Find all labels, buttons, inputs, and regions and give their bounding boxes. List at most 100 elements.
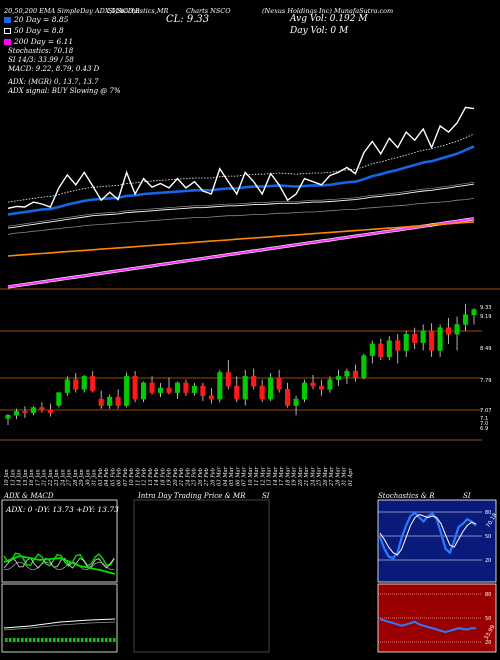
date-label: 18 Mar — [286, 466, 292, 486]
macd-histogram-bar — [5, 638, 8, 642]
stoch-d-line — [379, 513, 477, 556]
candle-bullish — [462, 314, 469, 325]
candle-bearish — [90, 376, 96, 391]
macd-signal-line — [3, 621, 116, 631]
candle-bullish — [361, 355, 367, 378]
day-volume: Day Vol: 0 M — [290, 26, 349, 36]
candle-bearish — [395, 340, 401, 351]
macd-histogram-bar — [41, 638, 44, 642]
intra-panel-si: SI — [262, 492, 270, 500]
stoch-k-line — [378, 511, 477, 560]
date-label: 27 Mar — [329, 466, 335, 487]
macd-histogram-bar — [89, 638, 92, 642]
date-label: 11 Mar — [254, 466, 260, 486]
stoch-panel-frame — [377, 499, 497, 583]
price-axis-label: 7.1 — [480, 416, 488, 422]
macd-histogram-bar — [65, 638, 68, 642]
date-label: 26 Feb — [198, 468, 204, 487]
macd-histogram-bar — [105, 638, 108, 642]
candle-bullish — [217, 372, 223, 400]
date-label: 03 Feb — [98, 468, 104, 486]
candle-bearish — [310, 382, 316, 387]
date-label: 11 Feb — [135, 468, 141, 486]
stoch-panel-title: Stochastics & R — [378, 492, 435, 500]
candle-bearish — [166, 387, 172, 393]
candle-bearish — [259, 385, 265, 400]
main-price-chart: 9.33 9.19 8.49 7.79 7.07 7.17.06.9 10 Jan 13 Ja… — [0, 106, 500, 487]
si-panel-frame — [377, 583, 497, 653]
date-label: 10 Feb — [129, 468, 135, 486]
chart-title-symbol: Charts NSCO — [186, 7, 231, 15]
candle-bearish — [73, 379, 79, 390]
si-readout: SI 14/3: 33.99 / 58 — [8, 56, 74, 64]
date-label: 24 Feb — [185, 468, 191, 487]
date-label: 25 Mar — [317, 466, 323, 487]
date-label: 24 Jan — [60, 469, 66, 487]
si-line — [379, 618, 476, 634]
candle-bearish — [225, 372, 231, 387]
candle-bullish — [437, 327, 443, 351]
candle-bullish — [420, 330, 426, 343]
candle-bearish — [22, 411, 28, 413]
candle-bullish — [141, 382, 147, 400]
macd-histogram-bar — [37, 638, 40, 642]
date-label: 31 Jan — [92, 469, 98, 486]
date-label: 27 Jan — [67, 469, 73, 487]
candle-bearish — [378, 343, 384, 358]
date-label: 06 Feb — [117, 468, 123, 486]
candle-bearish — [200, 385, 206, 397]
price-axis-label: 7.0 — [480, 421, 488, 427]
macd-line — [3, 618, 116, 629]
date-label: 26 Mar — [323, 466, 329, 487]
candle-bearish — [39, 407, 45, 411]
stochastics-readout: Stochastics: 70.18 — [8, 47, 74, 55]
macd-histogram-bar — [49, 638, 52, 642]
legend-swatch-ema20 — [4, 17, 11, 23]
macd-histogram-bar — [9, 638, 12, 642]
candle-bearish — [183, 382, 189, 393]
date-label: 21 Feb — [179, 468, 185, 487]
adx-signal-readout: ADX signal: BUY Slowing @ 7% — [8, 87, 121, 95]
date-label: 16 Jan — [29, 469, 35, 486]
date-label: 17 Mar — [279, 466, 285, 486]
date-label: 03 Mar — [217, 466, 223, 486]
adx-values: ADX: 0 -DY: 13.73 +DY: 13.73 — [6, 505, 119, 514]
candle-bearish — [285, 389, 291, 406]
price-axis-label: 7.07 — [480, 408, 492, 414]
date-label: 10 Mar — [248, 466, 254, 486]
candle-bullish — [124, 376, 130, 406]
candle-bullish — [157, 387, 164, 393]
macd-readout: MACD: 9.22, 8.79, 0.43 D — [8, 65, 100, 73]
macd-histogram-bar — [29, 638, 32, 642]
macd-histogram-bar — [93, 638, 96, 642]
macd-histogram-bar — [21, 638, 24, 642]
candle-bullish — [107, 396, 113, 406]
candle-bullish — [301, 382, 308, 400]
macd-histogram-bar — [101, 638, 104, 642]
candle-bearish — [276, 377, 282, 390]
candle-bearish — [149, 382, 155, 393]
candle-bullish — [56, 392, 62, 406]
legend-sma200: 200 Day = 6.11 — [4, 37, 73, 46]
candle-bullish — [293, 398, 299, 406]
macd-histogram-bar — [57, 638, 60, 642]
stoch-axis-label: 50 — [485, 534, 491, 540]
date-label: 10 Jan — [4, 469, 10, 486]
legend-label-ema50: 50 Day = 8.8 — [14, 26, 64, 35]
macd-histogram-bar — [61, 638, 64, 642]
stoch-axis-label: 80 — [485, 510, 491, 516]
candle-bullish — [30, 407, 36, 413]
legend-swatch-sma200 — [4, 39, 11, 45]
candle-bullish — [403, 333, 409, 351]
candle-bearish — [318, 385, 325, 390]
legend-label-sma200: 200 Day = 6.11 — [14, 37, 74, 46]
candle-bullish — [369, 343, 375, 356]
legend-swatch-ema50 — [4, 28, 11, 34]
candle-bullish — [344, 370, 350, 377]
date-label: 07 Feb — [123, 468, 129, 486]
macd-panel-frame — [1, 583, 118, 653]
date-label: 12 Mar — [260, 466, 266, 486]
date-label: 14 Mar — [273, 466, 279, 486]
date-label: 31 Mar — [342, 466, 348, 486]
adx-minus-di-line — [3, 557, 115, 569]
